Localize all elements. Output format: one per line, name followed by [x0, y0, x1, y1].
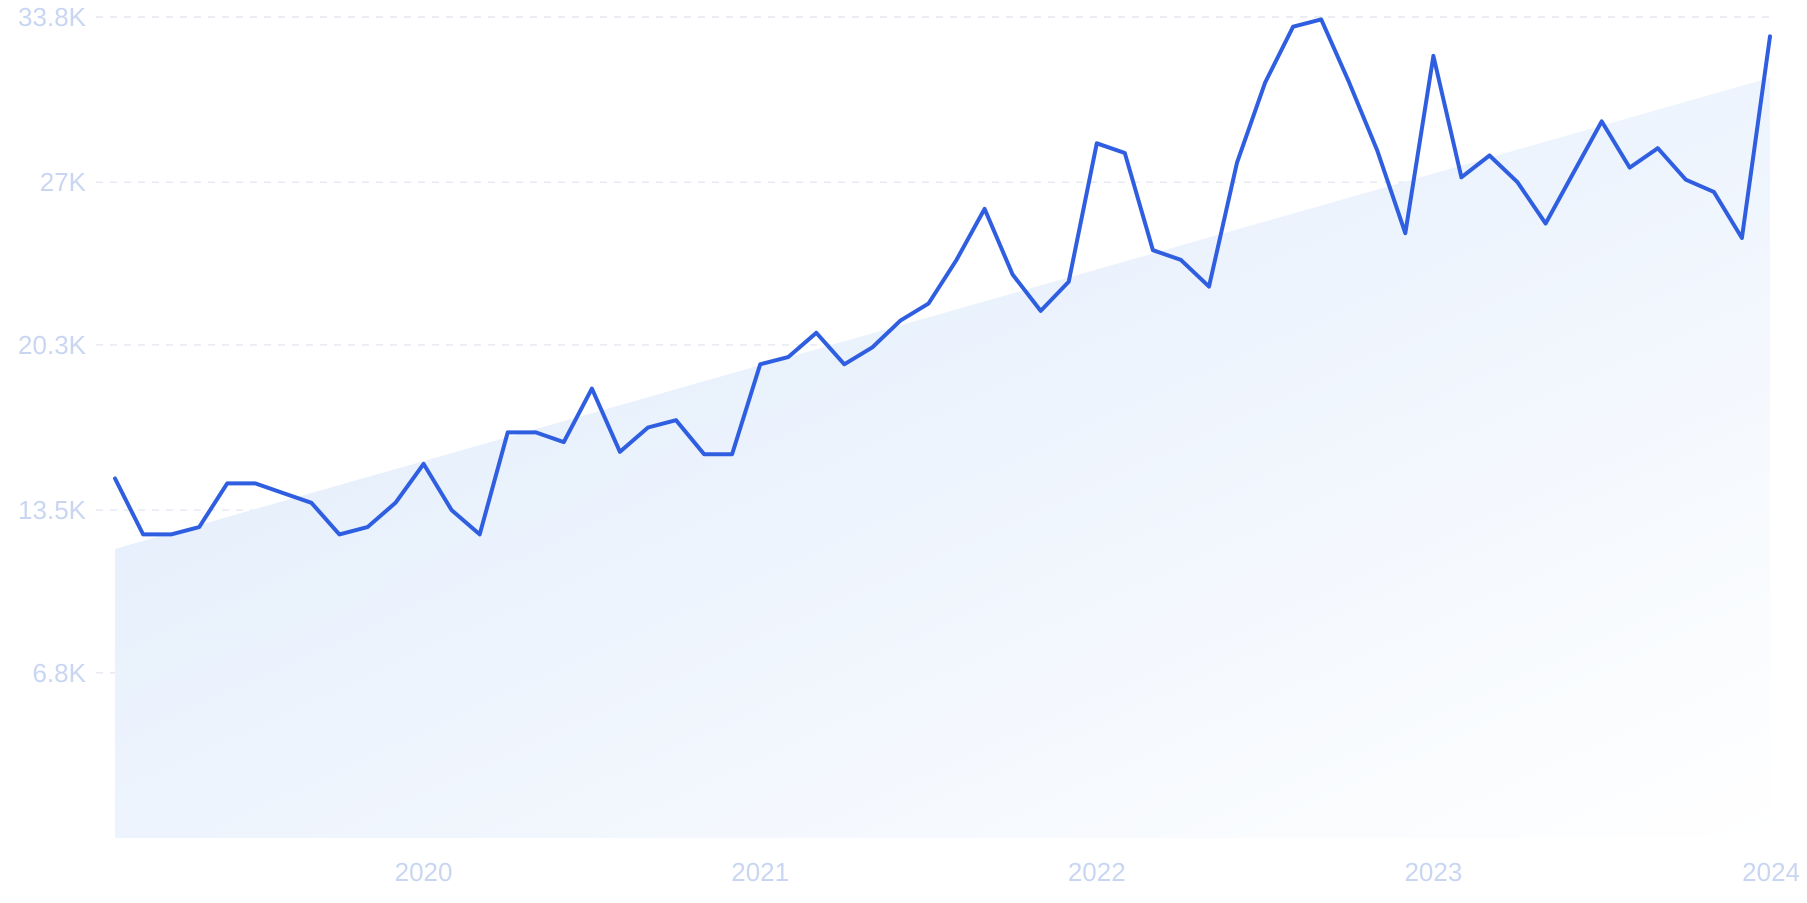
y-tick-label: 13.5K — [18, 495, 87, 525]
x-tick-label: 2020 — [395, 857, 453, 887]
y-axis-labels: 6.8K 13.5K 20.3K 27K 33.8K — [18, 2, 87, 688]
series-line — [113, 17, 1772, 537]
y-tick-label: 33.8K — [18, 2, 87, 32]
x-tick-label: 2023 — [1404, 857, 1462, 887]
y-tick-label: 20.3K — [18, 330, 87, 360]
x-tick-label: 2021 — [731, 857, 789, 887]
y-tick-label: 6.8K — [33, 658, 87, 688]
x-axis-labels: 2020 2021 2022 2023 2024 — [395, 857, 1800, 887]
y-tick-label: 27K — [40, 167, 87, 197]
x-tick-label: 2024 — [1742, 857, 1800, 887]
trend-area — [115, 77, 1770, 838]
x-tick-label: 2022 — [1068, 857, 1126, 887]
